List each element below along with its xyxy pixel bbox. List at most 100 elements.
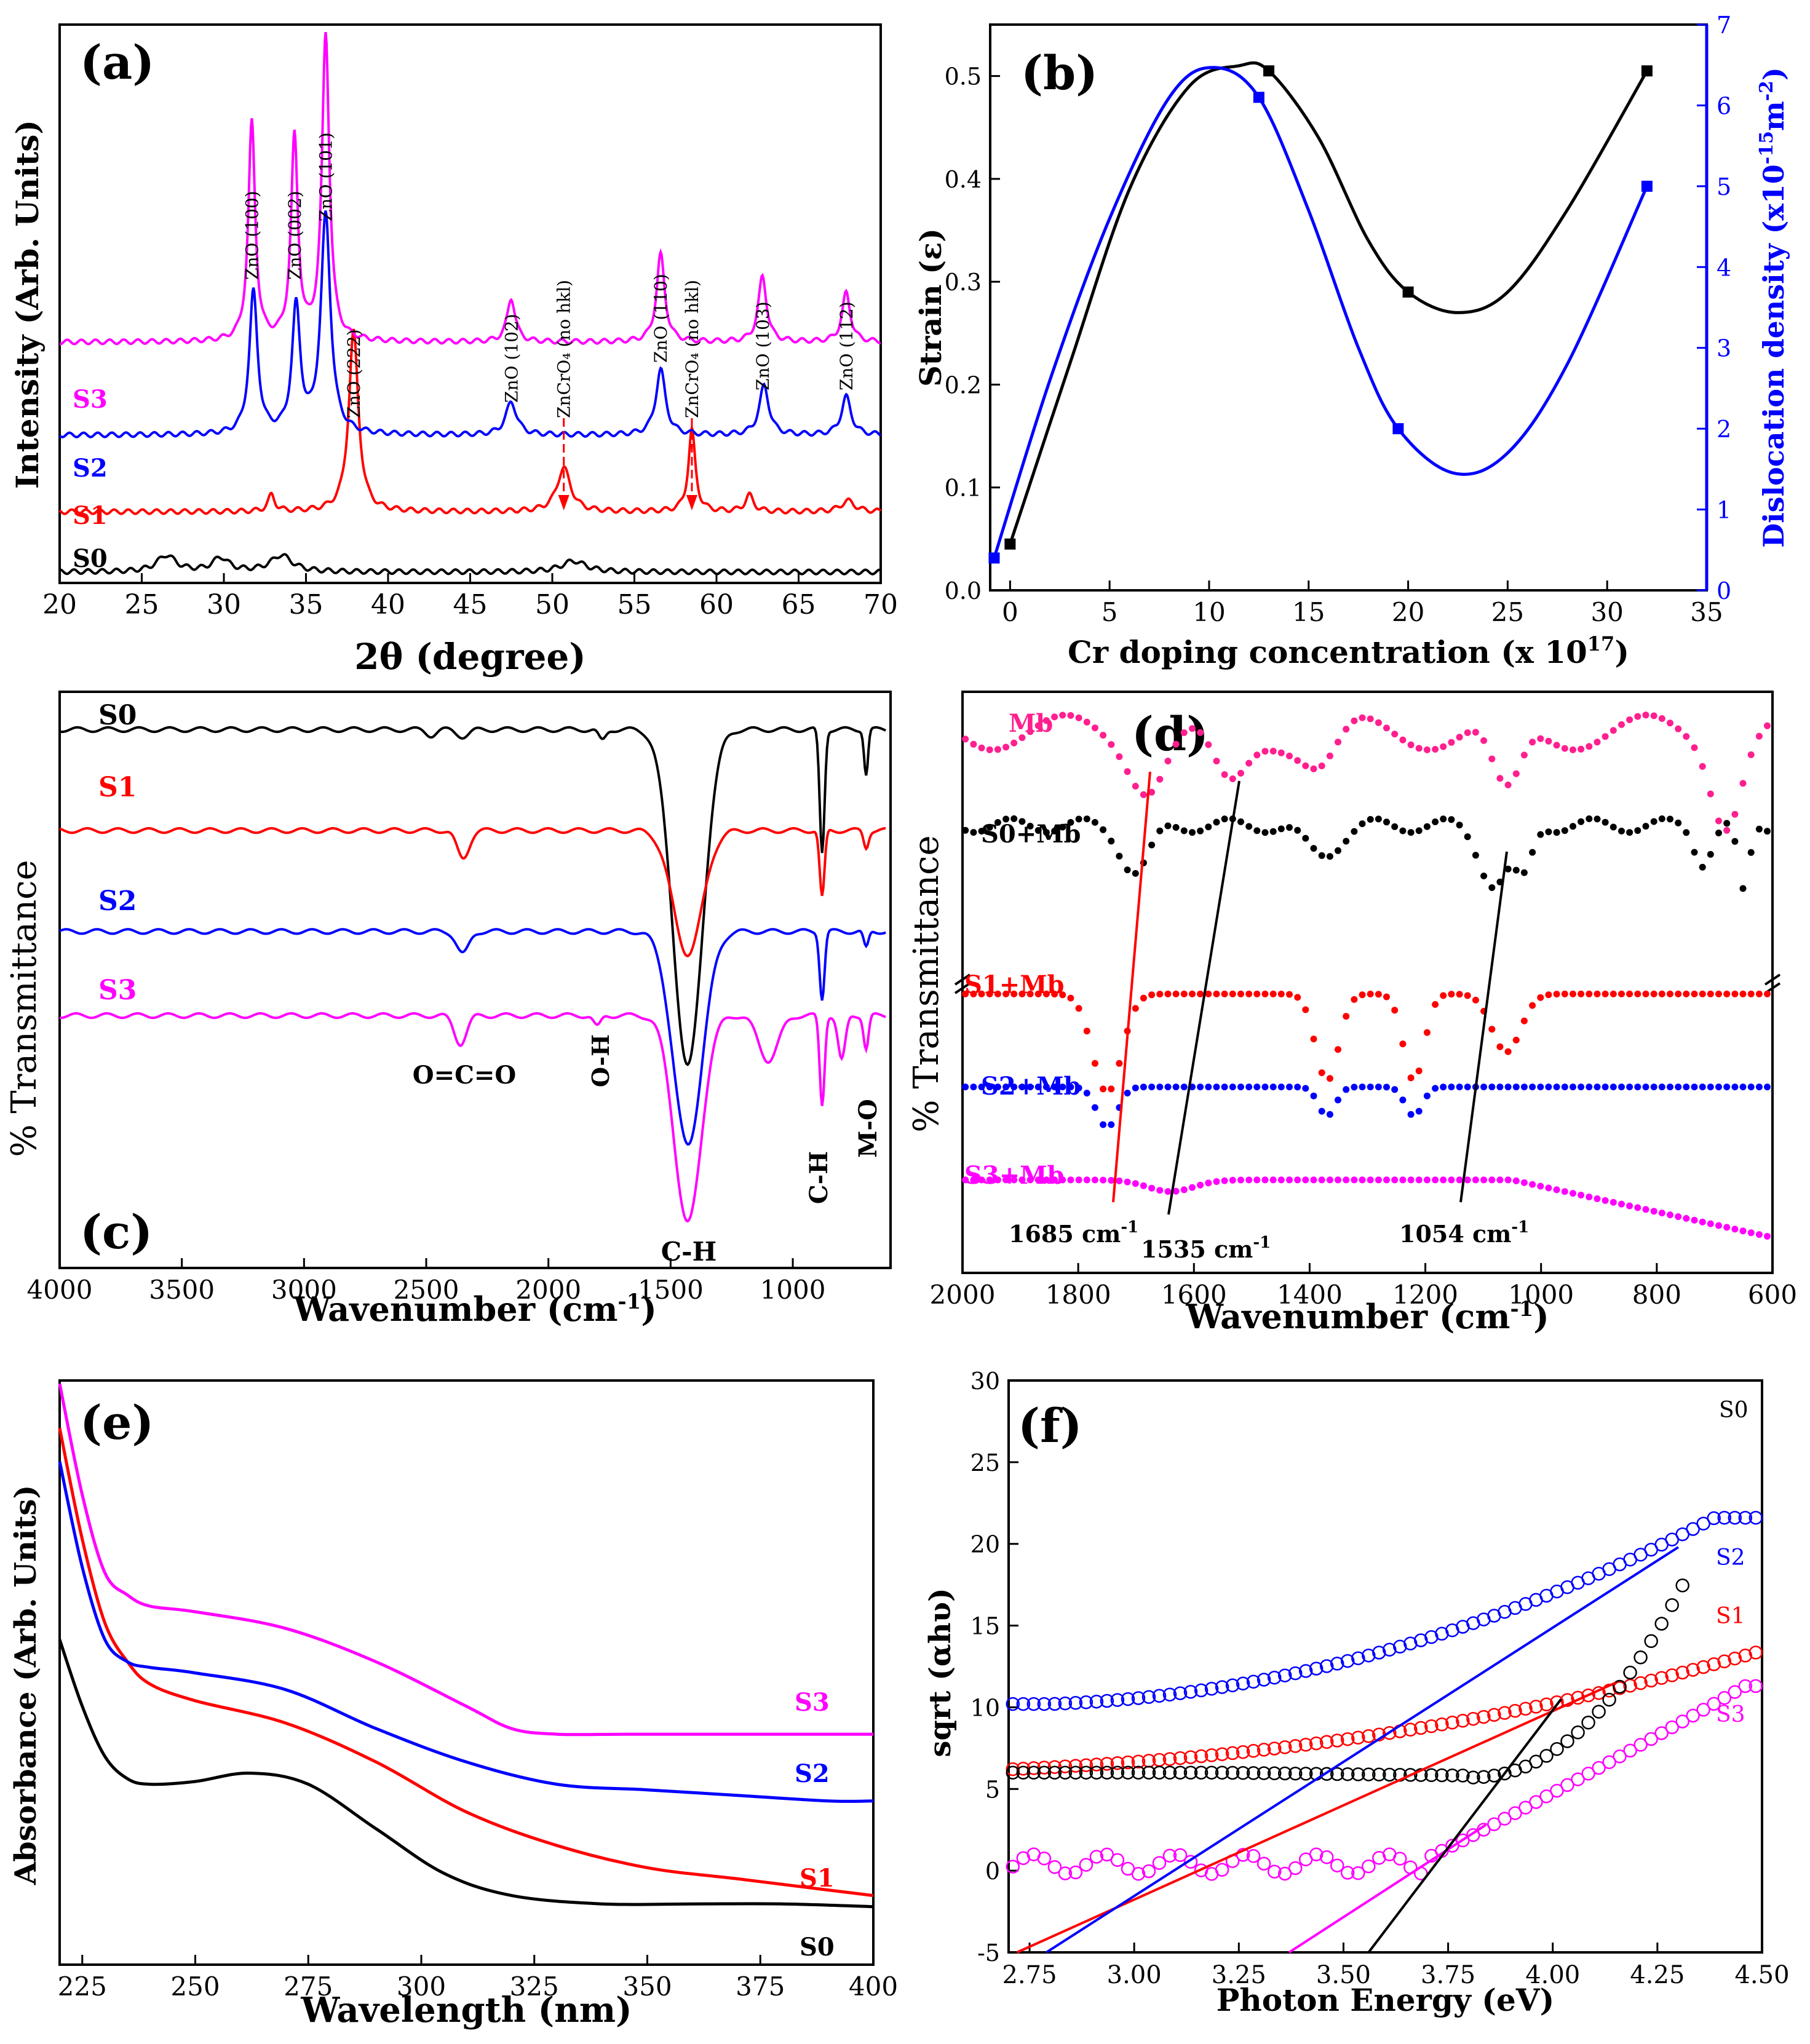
dot-s0-mb: [1610, 823, 1617, 831]
dot-s3-mb: [1375, 1176, 1382, 1184]
dot-mb: [1602, 733, 1609, 740]
y-tick-label: 0.5: [945, 63, 982, 90]
dot-s3-mb: [1456, 1176, 1463, 1184]
tauc-point: [1298, 1738, 1313, 1752]
dot-s1-mb: [1415, 1068, 1423, 1074]
y-tick-label: 25: [970, 1449, 1000, 1476]
tauc-point: [1162, 1848, 1177, 1863]
dot-s1-mb: [1675, 990, 1682, 997]
tauc-point: [1654, 1671, 1669, 1685]
y2-axis-title: Dislocation density (x10-15m-2): [1756, 67, 1790, 548]
tauc-point: [1079, 1695, 1094, 1709]
dot-s3-mb: [1310, 1176, 1317, 1184]
dot-s3-mb: [1570, 1190, 1576, 1197]
peak-label: ZnO (222): [344, 329, 364, 418]
dot-s3-mb: [1731, 1226, 1739, 1233]
sample-label-s3: S3: [795, 1688, 830, 1717]
dot-mb: [1010, 739, 1018, 747]
dot-mb: [1650, 712, 1657, 719]
x-tick-label: 350: [622, 1971, 672, 2002]
x-axis-title-main: Cr doping concentration (x 10: [1068, 634, 1587, 670]
dot-s3-mb: [1359, 1176, 1366, 1184]
dot-s1-mb: [1245, 990, 1253, 997]
tauc-point: [1204, 1765, 1219, 1780]
tauc-point: [1183, 1750, 1198, 1764]
dot-s3-mb: [1286, 1176, 1293, 1184]
tauc-point: [1372, 1767, 1386, 1782]
dot-s2-mb: [1715, 1083, 1722, 1091]
tauc-point: [1435, 1768, 1449, 1783]
x-tick-label: 20: [1392, 597, 1424, 627]
dot-s3-mb: [1367, 1176, 1374, 1184]
y2-tick-label: 7: [1717, 12, 1731, 39]
dot-s2-mb: [962, 1083, 969, 1091]
y2-tick-label: 5: [1717, 173, 1731, 200]
tauc-point: [1383, 1767, 1397, 1782]
dot-s3-mb: [1318, 1176, 1325, 1184]
tauc-point: [1466, 1770, 1480, 1785]
dot-mb: [1456, 734, 1463, 741]
dot-s3-mb: [1083, 1176, 1090, 1184]
tauc-point: [1236, 1676, 1250, 1691]
tauc-point: [1047, 1860, 1062, 1874]
tauc-point: [1215, 1863, 1229, 1877]
dot-s2-mb: [1691, 1083, 1698, 1091]
x-tick-label: 4.50: [1734, 1961, 1789, 1989]
dot-mb: [1626, 716, 1633, 723]
tauc-point: [1707, 1657, 1721, 1671]
guide-line-1535: [1167, 780, 1240, 1215]
tauc-point: [1456, 1769, 1470, 1783]
y-tick-label: -5: [977, 1939, 1000, 1967]
dot-s3-mb: [1675, 1213, 1682, 1220]
tauc-point: [1068, 1865, 1083, 1880]
dot-s2-mb: [1100, 1121, 1107, 1128]
x-tick-label: 250: [170, 1971, 220, 2002]
dot-s1-mb: [1383, 993, 1390, 1000]
dot-s3-mb: [1480, 1176, 1488, 1184]
dot-mb: [1075, 714, 1082, 721]
dot-mb: [1464, 729, 1471, 736]
dot-s1-mb: [1197, 990, 1204, 997]
dot-s2-mb: [1667, 1083, 1673, 1091]
dot-s2-mb: [970, 1083, 977, 1091]
tauc-point: [1560, 1734, 1574, 1748]
tauc-point: [1633, 1650, 1648, 1665]
dot-s0-mb: [1667, 815, 1673, 823]
tauc-point: [1026, 1697, 1041, 1711]
dot-s0-mb: [1245, 823, 1253, 830]
dot-s3-mb: [1197, 1181, 1204, 1189]
dot-s3-mb: [1512, 1177, 1520, 1184]
x-tick-label: 1000: [760, 1275, 826, 1305]
dot-mb: [1399, 736, 1407, 743]
dot-mb: [1594, 739, 1601, 746]
tauc-point: [1351, 1866, 1365, 1880]
dot-s1-mb: [1229, 990, 1236, 997]
absorbance-line-s1: [58, 1427, 874, 1898]
dot-s0-mb: [1715, 830, 1722, 837]
strain-line: [1009, 61, 1649, 545]
dot-s2-mb: [1205, 1083, 1212, 1091]
plot-frame: [58, 1379, 875, 1966]
tauc-point: [1686, 1708, 1700, 1723]
dot-s3-mb: [1148, 1184, 1156, 1192]
dot-s0-mb: [1383, 818, 1390, 826]
dot-s0-mb: [1529, 849, 1536, 856]
dot-mb: [1351, 717, 1358, 724]
dot-s3-mb: [1132, 1180, 1139, 1187]
dot-s1-mb: [1610, 990, 1617, 997]
dot-s1-mb: [1172, 990, 1180, 997]
dot-s3-mb: [1667, 1211, 1673, 1219]
dot-s2-mb: [1675, 1083, 1682, 1091]
dot-s3-mb: [1658, 1210, 1665, 1217]
dot-mb: [1302, 762, 1309, 769]
dot-s1-mb: [1205, 990, 1212, 997]
dot-s0-mb: [1335, 847, 1341, 854]
dot-s2-mb: [1448, 1083, 1455, 1091]
dot-mb: [1553, 742, 1560, 749]
dot-mb: [1205, 741, 1212, 748]
x-tick-label: 4000: [27, 1275, 93, 1305]
dot-s1-mb: [1423, 1029, 1431, 1036]
tauc-point: [1351, 1767, 1365, 1781]
dot-s1-mb: [1642, 990, 1649, 997]
dot-s2-mb: [1570, 1083, 1576, 1091]
